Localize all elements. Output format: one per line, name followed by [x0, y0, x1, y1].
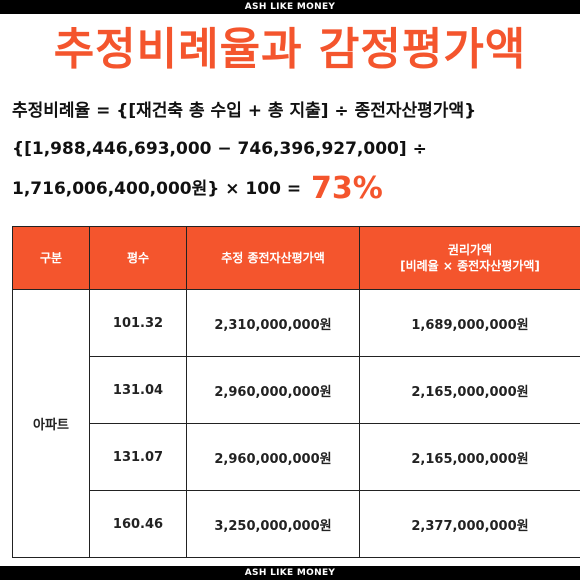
category-cell: 아파트 — [12, 289, 90, 558]
header-category: 구분 — [12, 226, 90, 290]
rights-value-cell: 2,165,000,000원 — [359, 423, 580, 491]
size-cell: 101.32 — [89, 289, 187, 357]
prior-value-cell: 3,250,000,000원 — [186, 490, 360, 558]
prior-value-cell: 2,960,000,000원 — [186, 423, 360, 491]
size-cell: 131.07 — [89, 423, 187, 491]
rights-value-cell: 2,165,000,000원 — [359, 356, 580, 424]
header-prior-value: 추정 종전자산평가액 — [186, 226, 360, 290]
table-row: 160.46 3,250,000,000원 2,377,000,000원 — [13, 490, 580, 558]
formula-line-3-text: 1,716,006,400,000원} × 100 = — [12, 179, 307, 199]
top-brand-bar: ASH LIKE MONEY — [0, 0, 580, 14]
rights-value-cell: 2,377,000,000원 — [359, 490, 580, 558]
bottom-brand-bar: ASH LIKE MONEY — [0, 566, 580, 580]
header-rights-subtitle: [비례율 × 종전자산평가액] — [400, 259, 540, 273]
rights-value-cell: 1,689,000,000원 — [359, 289, 580, 357]
content-card: 추정비례율과 감정평가액 추정비례율 = {[재건축 총 수입 + 총 지출] … — [0, 14, 580, 566]
valuation-table: 구분 평수 추정 종전자산평가액 권리가액 [비례율 × 종전자산평가액] 아파… — [12, 226, 580, 558]
header-size: 평수 — [89, 226, 187, 290]
table-row: 아파트 101.32 2,310,000,000원 1,689,000,000원 — [12, 289, 580, 558]
formula-line-1: 추정비례율 = {[재건축 총 수입 + 총 지출] ÷ 종전자산평가액} — [12, 101, 477, 121]
table-header-row: 구분 평수 추정 종전자산평가액 권리가액 [비례율 × 종전자산평가액] — [12, 226, 580, 290]
page-title: 추정비례율과 감정평가액 — [53, 24, 527, 75]
formula-line-3: 1,716,006,400,000원} × 100 = 73% — [12, 174, 572, 204]
size-cell: 131.04 — [89, 356, 187, 424]
header-rights-title: 권리가액 — [447, 243, 493, 257]
size-cell: 160.46 — [89, 490, 187, 558]
header-rights-value: 권리가액 [비례율 × 종전자산평가액] — [359, 226, 580, 290]
ratio-result: 73% — [311, 171, 383, 206]
table-row: 131.04 2,960,000,000원 2,165,000,000원 — [13, 356, 580, 424]
formula-line-2: {[1,988,446,693,000 − 746,396,927,000] ÷ — [12, 139, 427, 159]
table-row: 131.07 2,960,000,000원 2,165,000,000원 — [13, 423, 580, 491]
prior-value-cell: 2,960,000,000원 — [186, 356, 360, 424]
prior-value-cell: 2,310,000,000원 — [186, 289, 360, 357]
